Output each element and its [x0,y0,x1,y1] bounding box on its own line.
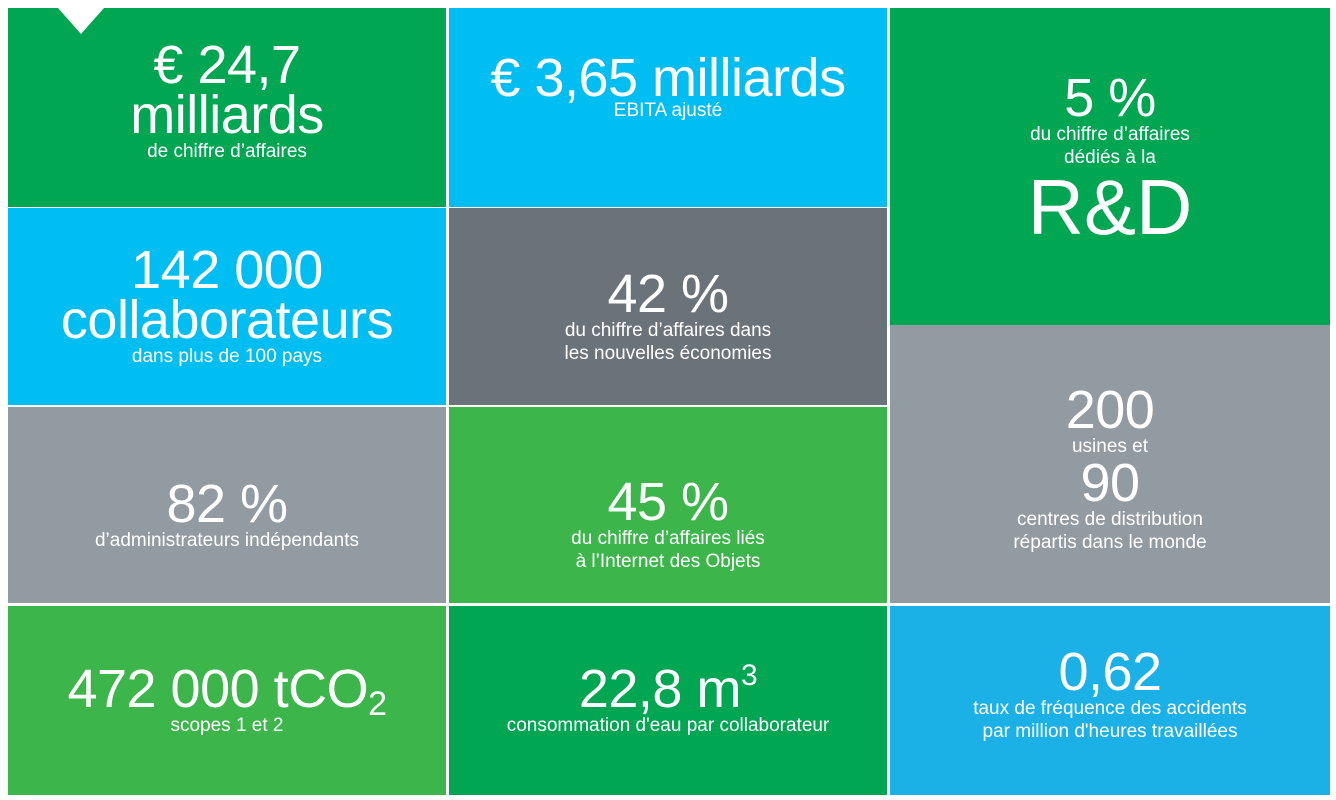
caption: de chiffre d’affaires [147,141,307,162]
caption: du chiffre d’affaires [1030,123,1190,145]
headline: 142 000 [131,240,323,300]
tile-new-economies: 42 % du chiffre d’affaires dans les nouv… [449,208,887,405]
caption: taux de fréquence des accidents [973,697,1247,719]
headline: 42 % [607,263,729,324]
caption: dans plus de 100 pays [131,346,323,367]
caption: scopes 1 et 2 [170,715,284,736]
headline: 200 [1065,379,1155,440]
tile-plants: 200 usines et 90 centres de distribution… [890,325,1330,603]
tile-directors: 82 % d’administrateurs indépendants [8,407,446,603]
headline: 90 [1080,452,1140,513]
caption: usines et [1071,435,1149,457]
caption: du chiffre d’affaires liés [571,528,765,549]
tile-revenue: € 24,7 milliards de chiffre d’affaires [8,8,446,207]
caption: d’administrateurs indépendants [94,529,360,551]
tile-accidents: 0,62 taux de fréquence des accidents par… [890,606,1330,795]
caption: centres de distribution [1017,508,1203,530]
caption: EBITA ajusté [613,100,723,121]
pointer-triangle [58,8,104,34]
tile-water: 22,8 m3 consommation d'eau par collabora… [449,606,887,795]
subscript: 2 [368,685,387,723]
footer: R&D [1027,162,1193,251]
caption: dédiés à la [1064,146,1156,168]
caption: par million d'heures travaillées [982,720,1238,742]
headline: € 24,7 [153,35,301,95]
headline: 82 % [166,473,288,534]
headline: milliards [130,85,324,145]
superscript: 3 [740,659,758,692]
tile-rd: 5 % du chiffre d’affaires dédiés à la R&… [890,8,1330,325]
headline: 5 % [1064,67,1156,128]
headline: 22,8 m3 [579,661,758,717]
headline-text: 472 000 tCO [67,659,369,719]
headline-text: 22,8 m [578,659,742,719]
headline: 472 000 tCO2 [67,662,387,721]
caption: consommation d'eau par collaborateur [506,715,830,736]
tile-iot: 45 % du chiffre d’affaires liés à l’Inte… [449,407,887,603]
caption: à l’Internet des Objets [575,551,761,572]
tile-ebita: € 3,65 milliards EBITA ajusté [449,8,887,207]
caption: les nouvelles économies [564,342,772,364]
headline: 0,62 [1058,641,1162,702]
headline: € 3,65 milliards [490,48,846,108]
tile-employees: 142 000 collaborateurs dans plus de 100 … [8,208,446,405]
caption: répartis dans le monde [1013,531,1207,553]
tile-co2: 472 000 tCO2 scopes 1 et 2 [8,606,446,795]
headline: collaborateurs [60,290,394,350]
caption: du chiffre d’affaires dans [564,319,772,341]
headline: 45 % [607,472,729,532]
